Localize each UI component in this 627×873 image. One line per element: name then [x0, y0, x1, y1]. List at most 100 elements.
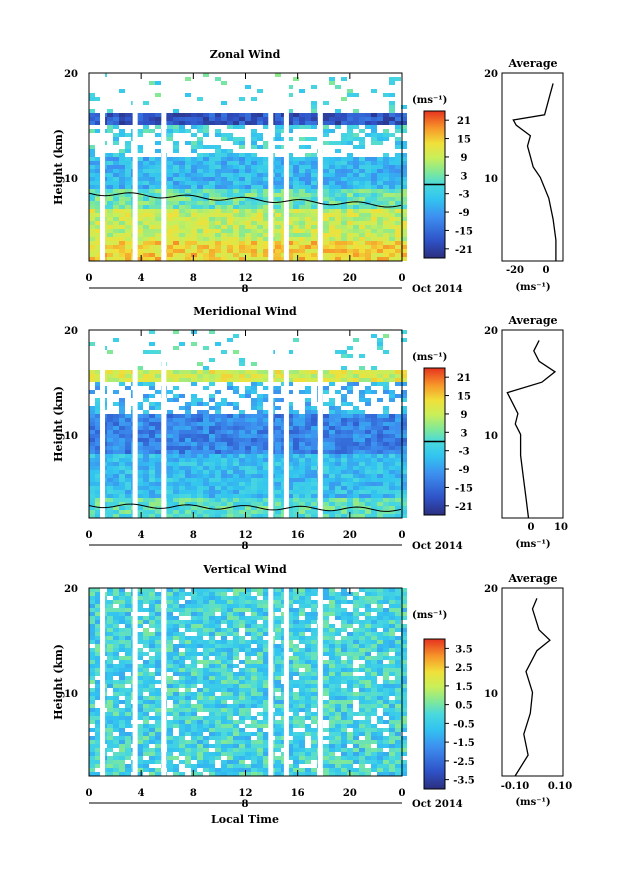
heatmap-cell: [215, 652, 221, 656]
side-x-tick: 0: [528, 522, 535, 533]
heatmap-cell: [335, 390, 341, 394]
heatmap-cell: [335, 165, 341, 169]
heatmap-cell: [191, 648, 197, 652]
heatmap-cell: [287, 241, 293, 245]
heatmap-cell: [143, 668, 149, 672]
heatmap-cell: [221, 490, 227, 494]
heatmap-cell: [311, 245, 317, 249]
heatmap-cell: [221, 398, 227, 402]
heatmap-cell: [311, 205, 317, 209]
heatmap-cell: [113, 169, 119, 173]
heatmap-cell: [239, 205, 245, 209]
heatmap-cell: [233, 402, 239, 406]
heatmap-cell: [113, 414, 119, 418]
heatmap-cell: [275, 434, 281, 438]
heatmap-cell: [377, 193, 383, 197]
heatmap-cell: [125, 640, 131, 644]
heatmap-cell: [257, 672, 263, 676]
heatmap-cell: [299, 478, 305, 482]
heatmap-cell: [143, 498, 149, 502]
heatmap-cell: [311, 241, 317, 245]
heatmap-cell: [305, 249, 311, 253]
heatmap-cell: [191, 672, 197, 676]
heatmap-cell: [215, 446, 221, 450]
heatmap-cell: [341, 612, 347, 616]
heatmap-cell: [263, 430, 269, 434]
heatmap-cell: [209, 201, 215, 205]
heatmap-cell: [347, 129, 353, 133]
heatmap-cell: [371, 117, 377, 121]
heatmap-cell: [389, 157, 395, 161]
heatmap-cell: [347, 225, 353, 229]
heatmap-cell: [365, 253, 371, 257]
heatmap-cell: [113, 402, 119, 406]
heatmap-cell: [329, 237, 335, 241]
heatmap-cell: [401, 177, 407, 181]
heatmap-cell: [245, 608, 251, 612]
heatmap-cell: [299, 370, 305, 374]
heatmap-cell: [383, 458, 389, 462]
heatmap-cell: [173, 616, 179, 620]
heatmap-cell: [173, 624, 179, 628]
heatmap-cell: [221, 217, 227, 221]
heatmap-cell: [311, 85, 317, 89]
heatmap-cell: [239, 672, 245, 676]
heatmap-cell: [287, 672, 293, 676]
heatmap-cell: [155, 608, 161, 612]
heatmap-cell: [137, 474, 143, 478]
heatmap-cell: [263, 644, 269, 648]
heatmap-cell: [287, 454, 293, 458]
heatmap-cell: [377, 514, 383, 518]
heatmap-cell: [239, 169, 245, 173]
heatmap-cell: [377, 506, 383, 510]
heatmap-cell: [323, 470, 329, 474]
heatmap-cell: [395, 494, 401, 498]
heatmap-cell: [119, 454, 125, 458]
heatmap-cell: [197, 450, 203, 454]
heatmap-cell: [185, 245, 191, 249]
heatmap-cell: [245, 588, 251, 592]
heatmap-cell: [353, 592, 359, 596]
heatmap-cell: [239, 181, 245, 185]
data-gap: [161, 73, 167, 261]
heatmap-cell: [113, 217, 119, 221]
heatmap-cell: [137, 672, 143, 676]
heatmap-cell: [335, 612, 341, 616]
heatmap-cell: [251, 117, 257, 121]
heatmap-cell: [149, 676, 155, 680]
heatmap-cell: [359, 628, 365, 632]
heatmap-cell: [311, 470, 317, 474]
heatmap-cell: [239, 644, 245, 648]
heatmap-cell: [173, 257, 179, 261]
heatmap-cell: [401, 664, 407, 668]
heatmap-cell: [311, 600, 317, 604]
heatmap-cell: [143, 418, 149, 422]
heatmap-cell: [365, 193, 371, 197]
heatmap-cell: [305, 672, 311, 676]
heatmap-cell: [383, 490, 389, 494]
heatmap-cell: [191, 462, 197, 466]
heatmap-cell: [227, 217, 233, 221]
heatmap-cell: [215, 660, 221, 664]
heatmap-cell: [107, 185, 113, 189]
heatmap-cell: [197, 688, 203, 692]
heatmap-cell: [155, 189, 161, 193]
heatmap-cell: [359, 640, 365, 644]
heatmap-cell: [239, 370, 245, 374]
heatmap-cell: [143, 173, 149, 177]
heatmap-cell: [401, 502, 407, 506]
heatmap-cell: [203, 498, 209, 502]
heatmap-cell: [197, 225, 203, 229]
heatmap-cell: [245, 213, 251, 217]
heatmap-cell: [377, 414, 383, 418]
heatmap-cell: [167, 370, 173, 374]
heatmap-cell: [365, 374, 371, 378]
heatmap-cell: [173, 506, 179, 510]
heatmap-cell: [383, 608, 389, 612]
heatmap-cell: [275, 514, 281, 518]
heatmap-cell: [383, 510, 389, 514]
heatmap-cell: [383, 688, 389, 692]
heatmap-cell: [167, 137, 173, 141]
heatmap-cell: [251, 201, 257, 205]
heatmap-cell: [263, 510, 269, 514]
